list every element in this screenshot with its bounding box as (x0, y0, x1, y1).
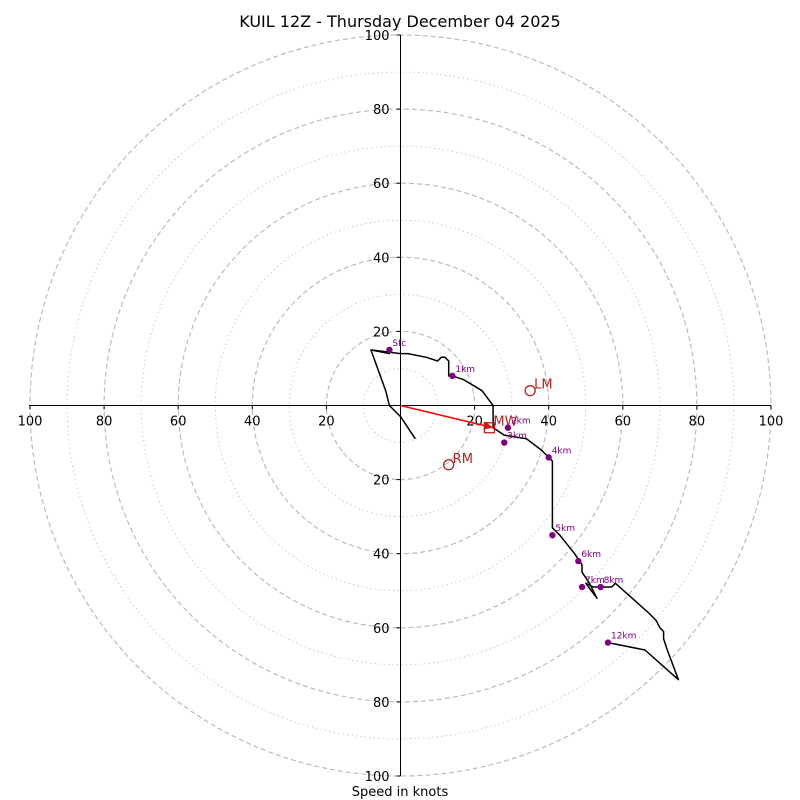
shear-vector-arrowhead (483, 421, 494, 430)
y-tick-label: 60 (373, 622, 390, 637)
x-tick-label: 40 (244, 415, 261, 430)
height-marker-sfc (386, 346, 393, 354)
height-marker-4km (545, 454, 552, 461)
height-label-5km: 5km (555, 524, 575, 534)
y-tick-label: 20 (373, 474, 390, 489)
lm-label: LM (534, 378, 552, 393)
x-tick-label: 100 (759, 415, 784, 430)
rm-label: RM (453, 452, 473, 467)
shear-vector-line (400, 404, 494, 429)
x-tick-label: 80 (96, 415, 113, 430)
x-tick-label: 20 (318, 415, 335, 430)
y-tick-label: 100 (365, 770, 390, 785)
height-label-8km: 8km (604, 576, 624, 586)
wind-trace-layer (370, 349, 680, 681)
height-marker-6km (575, 557, 582, 565)
y-tick-label: 20 (373, 325, 390, 340)
lm-marker (524, 385, 536, 397)
height-marker-1km (449, 372, 456, 380)
height-label-12km: 12km (611, 632, 636, 642)
tick-labels: 100 80 60 40 20 20 40 60 80 100 100 80 60 40 20 20 40 60 8… (18, 29, 784, 785)
wind-trace-line (370, 349, 680, 681)
height-marker-2km (504, 424, 512, 431)
height-marker-8km (597, 583, 604, 591)
x-tick-label: 60 (615, 415, 632, 430)
chart-title: KUIL 12Z - Thursday December 04 2025 (239, 12, 560, 31)
x-axis-label: Speed in knots (352, 785, 449, 800)
x-tick-label: 100 (18, 415, 43, 430)
y-tick-label: 100 (365, 29, 390, 44)
height-label-6km: 6km (581, 550, 601, 560)
y-tick-label: 60 (373, 177, 390, 192)
y-tick-label: 40 (373, 548, 390, 563)
axes (29, 35, 771, 776)
storm-motion-layer: LM RM MW (443, 378, 553, 471)
height-marker-7km (578, 583, 586, 591)
height-marker-5km (549, 531, 556, 539)
height-label-1km: 1km (455, 365, 475, 375)
height-label-4km: 4km (552, 446, 572, 456)
height-marker-3km (501, 439, 508, 446)
x-tick-label: 40 (540, 415, 557, 430)
x-tick-label: 60 (170, 415, 187, 430)
mw-marker (483, 422, 496, 434)
height-marker-12km (604, 639, 612, 646)
x-tick-label: 20 (466, 415, 483, 430)
shear-vector-layer (400, 404, 494, 430)
x-tick-label: 80 (689, 415, 706, 430)
height-label-sfc: Sfc (392, 339, 406, 349)
rm-marker (443, 459, 455, 471)
height-label-7km: 7km (585, 576, 605, 586)
y-tick-label: 80 (373, 696, 390, 711)
mw-label: MW (493, 415, 517, 430)
height-label-3km: 3km (507, 432, 527, 442)
y-tick-label: 80 (373, 103, 390, 118)
y-tick-label: 40 (373, 251, 390, 266)
height-label-2km: 2km (511, 417, 531, 427)
